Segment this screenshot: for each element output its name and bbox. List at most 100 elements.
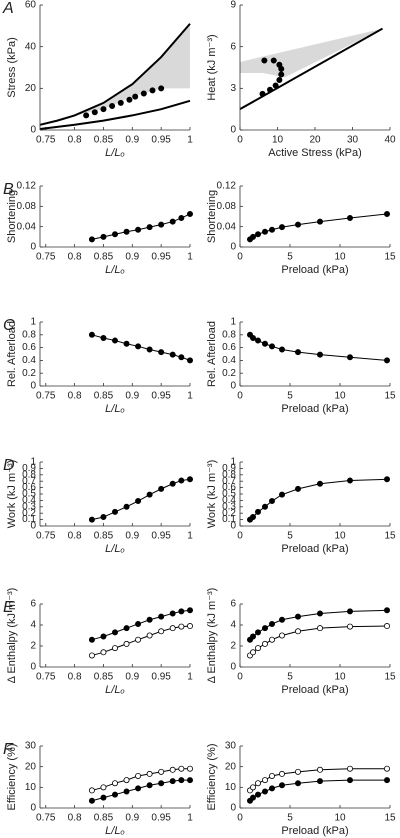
marker <box>249 633 256 640</box>
marker <box>169 778 176 785</box>
marker <box>100 233 107 240</box>
y-tick-label: 0.5 <box>22 489 36 500</box>
y-axis-label: Δ Enthalpy (kJ m⁻³) <box>206 588 218 684</box>
marker <box>135 636 142 643</box>
x-tick-label: 20 <box>309 135 321 146</box>
x-axis-label: L/Lₒ <box>105 147 125 159</box>
marker <box>100 106 107 113</box>
marker <box>146 770 153 777</box>
y-tick-label: 4 <box>230 620 236 631</box>
marker <box>123 228 130 235</box>
y-axis-label: Stress (kPa) <box>6 37 18 98</box>
marker <box>112 508 119 515</box>
marker <box>83 112 90 119</box>
x-axis-label: L/Lₒ <box>105 264 125 276</box>
marker <box>261 57 268 64</box>
marker <box>169 480 176 487</box>
x-tick-label: 10 <box>334 813 346 824</box>
x-tick-label: 15 <box>384 391 396 402</box>
x-tick-label: 0 <box>237 531 243 542</box>
y-tick-label: 0.1 <box>22 514 36 525</box>
y-tick-label: 0.1 <box>222 514 236 525</box>
y-tick-label: 30 <box>25 741 37 752</box>
x-tick-label: 30 <box>347 135 359 146</box>
x-tick-label: 10 <box>334 391 346 402</box>
y-tick-label: 0.08 <box>217 201 237 212</box>
marker <box>383 623 390 630</box>
y-tick-label: 2 <box>230 641 236 652</box>
marker <box>278 770 285 777</box>
marker <box>276 77 283 84</box>
y-tick-label: 0.9 <box>222 463 236 474</box>
marker <box>316 218 323 225</box>
x-tick-label: 10 <box>334 531 346 542</box>
x-tick-label: 1 <box>187 252 193 263</box>
y-tick-label: 6 <box>230 599 236 610</box>
y-tick-label: 0 <box>30 125 36 136</box>
y-tick-label: 0 <box>230 125 236 136</box>
panel-letter: C <box>3 317 15 334</box>
x-tick-label: 5 <box>287 391 293 402</box>
x-tick-label: 0.95 <box>151 252 171 263</box>
marker <box>346 608 353 615</box>
marker <box>146 224 153 231</box>
x-tick-label: 5 <box>287 531 293 542</box>
marker <box>146 616 153 623</box>
y-tick-label: 0.2 <box>222 508 236 519</box>
y-tick-label: 0.3 <box>22 501 36 512</box>
y-tick-label: 0.4 <box>22 495 36 506</box>
marker <box>100 633 107 640</box>
marker <box>135 498 142 505</box>
x-tick-label: 0.75 <box>36 813 56 824</box>
marker <box>100 784 107 791</box>
marker <box>276 61 283 68</box>
marker <box>88 797 95 804</box>
marker <box>146 782 153 789</box>
marker <box>100 649 107 656</box>
y-tick-label: 1 <box>230 317 236 328</box>
marker <box>346 477 353 484</box>
y-tick-label: 60 <box>25 0 37 11</box>
x-axis-label: Active Stress (kPa) <box>268 147 362 159</box>
marker <box>249 233 256 240</box>
y-tick-label: 0.12 <box>17 181 37 192</box>
x-tick-label: 15 <box>384 531 396 542</box>
marker <box>112 231 119 238</box>
marker <box>88 236 95 243</box>
marker <box>100 334 107 341</box>
line <box>249 478 388 520</box>
line <box>91 334 191 361</box>
y-tick-label: 0 <box>230 803 236 814</box>
marker <box>158 628 165 635</box>
marker <box>100 794 107 801</box>
marker <box>132 93 139 100</box>
marker <box>135 772 142 779</box>
marker <box>270 57 277 64</box>
y-tick-label: 0.7 <box>222 476 236 487</box>
y-axis-label: Shortening <box>206 190 218 243</box>
y-axis-label: Efficiency (%) <box>206 743 218 810</box>
marker <box>158 613 165 620</box>
y-tick-label: 20 <box>25 83 37 94</box>
x-tick-label: 1 <box>187 135 193 146</box>
marker <box>178 477 185 484</box>
marker <box>169 610 176 617</box>
x-axis-label: L/Lₒ <box>105 403 125 415</box>
marker <box>178 608 185 615</box>
x-tick-label: 0.95 <box>151 531 171 542</box>
marker <box>149 87 156 94</box>
x-tick-label: 0.8 <box>68 252 82 263</box>
x-tick-label: 15 <box>384 813 396 824</box>
marker <box>294 485 301 492</box>
marker <box>278 346 285 353</box>
y-tick-label: 0.2 <box>22 508 36 519</box>
marker <box>383 357 390 364</box>
y-tick-label: 0.6 <box>22 342 36 353</box>
x-tick-label: 0.85 <box>94 672 114 683</box>
shaded-area <box>240 28 383 78</box>
x-tick-label: 0 <box>237 391 243 402</box>
marker <box>158 780 165 787</box>
x-tick-label: 0.8 <box>68 813 82 824</box>
marker <box>294 780 301 787</box>
x-tick-label: 0.9 <box>125 135 139 146</box>
